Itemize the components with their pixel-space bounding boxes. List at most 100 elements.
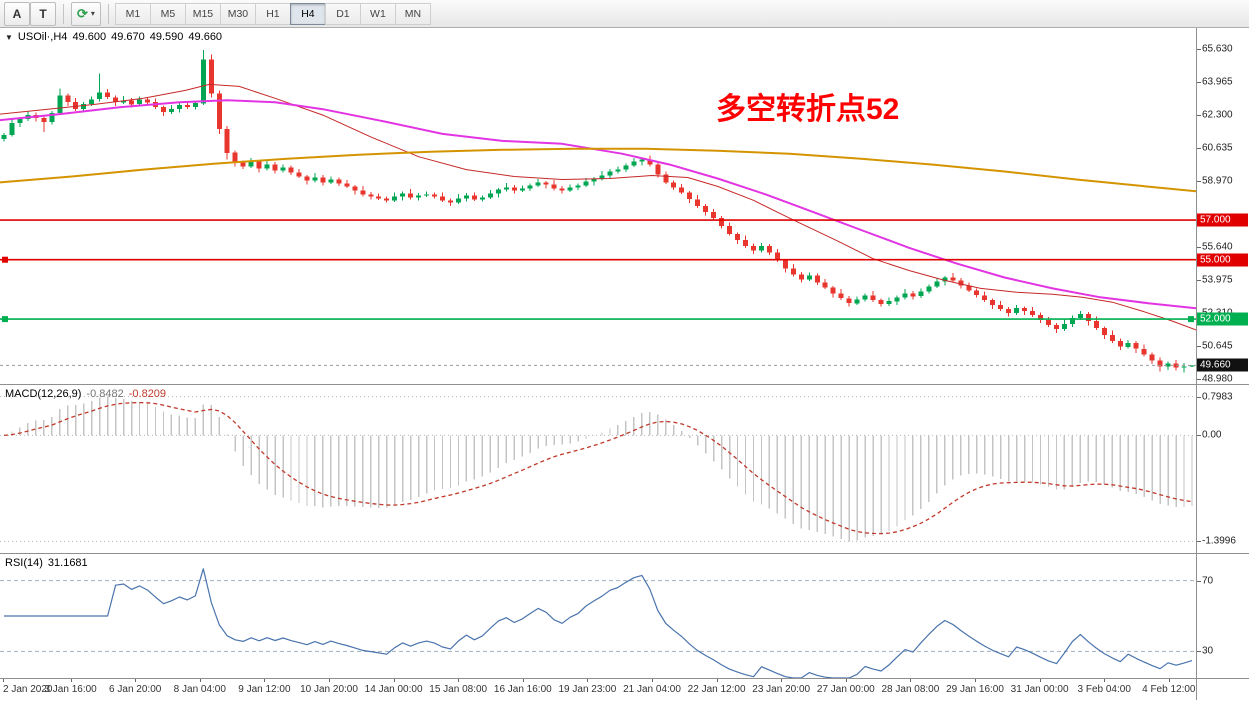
ma-fast-red[interactable] xyxy=(0,83,1197,331)
rsi-levels xyxy=(0,580,1196,652)
rsi-value: 31.1681 xyxy=(47,557,88,569)
axis-tick xyxy=(1197,580,1201,582)
time-tick xyxy=(587,679,589,682)
macd-canvas[interactable] xyxy=(0,385,1196,558)
timeframe-m1[interactable]: M1 xyxy=(114,2,151,25)
macd-label: MACD(12,26,9) xyxy=(5,388,82,400)
time-tick xyxy=(135,679,137,682)
price-badge: 57.000 xyxy=(1197,213,1248,227)
time-label: 28 Jan 08:00 xyxy=(881,684,940,695)
axis-label: 0.7983 xyxy=(1202,391,1233,403)
rsi-canvas[interactable] xyxy=(0,554,1196,683)
ma-lines-layer xyxy=(0,83,1197,331)
time-tick xyxy=(1168,679,1170,682)
time-axis[interactable]: 2 Jan 2020 3 Jan 16:00 6 Jan 20:00 8 Jan 04… xyxy=(0,679,1249,700)
time-label: 29 Jan 16:00 xyxy=(946,684,1004,695)
toolbar-button-a[interactable]: A xyxy=(4,1,30,26)
timeframe-d1[interactable]: D1 xyxy=(324,2,361,25)
axis-label: 63.965 xyxy=(1202,76,1233,88)
price-badge: 49.660 xyxy=(1197,358,1248,372)
rsi-label: RSI(14) xyxy=(5,557,43,569)
axis-tick xyxy=(1197,181,1201,183)
ohlc-low: 49.590 xyxy=(149,31,184,43)
time-label: 15 Jan 08:00 xyxy=(429,684,488,695)
macd-axis[interactable]: 0.7983 0.00 -1.3996 xyxy=(1196,385,1249,553)
axis-tick xyxy=(1197,396,1201,398)
symbol-period-label: USOil·,H4 xyxy=(17,31,68,43)
rsi-title: RSI(14) 31.1681 xyxy=(5,557,88,569)
time-label: 19 Jan 23:00 xyxy=(558,684,617,695)
axis-label: 65.630 xyxy=(1202,43,1233,55)
hline-handle[interactable] xyxy=(2,316,8,323)
chart-title: ▼ USOil·,H4 49.600 49.670 49.590 49.660 xyxy=(5,31,222,43)
macd-panel[interactable]: MACD(12,26,9) -0.8482 -0.8209 0.7983 0.00… xyxy=(0,385,1249,554)
time-tick xyxy=(329,679,330,682)
price-axis[interactable]: 65.630 63.965 62.300 60.635 58.970 55.640 53.9… xyxy=(1196,28,1249,384)
macd-grid xyxy=(0,396,1196,542)
timeframe-m15[interactable]: M15 xyxy=(184,2,221,25)
toolbar-button-t[interactable]: T xyxy=(30,1,56,26)
time-label: 23 Jan 20:00 xyxy=(752,684,811,695)
price-badge: 52.000 xyxy=(1197,312,1248,326)
timeframe-m5[interactable]: M5 xyxy=(149,2,186,25)
timeframe-h1[interactable]: H1 xyxy=(254,2,291,25)
timeframe-h4[interactable]: H4 xyxy=(289,2,326,25)
ma-mid-magenta[interactable] xyxy=(0,99,1197,310)
axis-tick xyxy=(1197,279,1201,281)
macd-main-value: -0.8482 xyxy=(86,388,124,400)
timeframe-button-group: M1 M5 M15 M30 H1 H4 D1 W1 MN xyxy=(114,2,431,25)
timeframe-mn[interactable]: MN xyxy=(394,2,431,25)
time-label: 6 Jan 20:00 xyxy=(109,684,162,695)
time-tick xyxy=(845,679,847,682)
time-tick xyxy=(3,679,4,682)
time-label: 21 Jan 04:00 xyxy=(623,684,681,695)
axis-corner xyxy=(1196,679,1249,700)
dropdown-caret-icon: ▾ xyxy=(90,9,95,18)
time-tick xyxy=(1104,679,1106,682)
axis-tick xyxy=(1197,378,1201,380)
hline-handle[interactable] xyxy=(1188,316,1194,323)
axis-label: 58.970 xyxy=(1202,175,1233,187)
axis-label: 50.645 xyxy=(1202,340,1233,352)
axis-label: 0.00 xyxy=(1202,429,1222,441)
axis-label: 53.975 xyxy=(1202,274,1233,286)
axis-label: -1.3996 xyxy=(1202,535,1236,547)
time-label: 4 Feb 12:00 xyxy=(1142,684,1196,695)
time-tick xyxy=(70,679,72,682)
timeframe-w1[interactable]: W1 xyxy=(359,2,396,25)
time-label: 3 Feb 04:00 xyxy=(1077,684,1131,695)
toolbar-separator xyxy=(107,3,109,24)
time-tick xyxy=(199,679,201,682)
axis-tick xyxy=(1197,82,1201,84)
timeframe-m30[interactable]: M30 xyxy=(219,2,256,25)
main-chart-panel[interactable]: ▼ USOil·,H4 49.600 49.670 49.590 49.660 … xyxy=(0,28,1249,385)
axis-tick xyxy=(1197,115,1201,117)
rsi-panel[interactable]: RSI(14) 31.1681 70 30 xyxy=(0,554,1249,679)
time-label: 16 Jan 16:00 xyxy=(493,684,552,695)
time-label: 22 Jan 12:00 xyxy=(687,684,746,695)
time-tick xyxy=(393,679,395,682)
macd-title: MACD(12,26,9) -0.8482 -0.8209 xyxy=(5,388,166,400)
axis-tick xyxy=(1197,148,1201,150)
rsi-axis[interactable]: 70 30 xyxy=(1196,554,1249,678)
axis-label: 70 xyxy=(1202,575,1214,587)
hline-handle[interactable] xyxy=(2,256,8,263)
time-label: 27 Jan 00:00 xyxy=(816,684,875,695)
axis-tick xyxy=(1197,345,1201,347)
candles-layer xyxy=(1,49,1195,373)
ohlc-high: 49.670 xyxy=(111,31,145,43)
time-label: 31 Jan 00:00 xyxy=(1010,684,1069,695)
time-tick xyxy=(910,679,912,682)
time-label: 9 Jan 12:00 xyxy=(238,684,291,695)
ohlc-open: 49.600 xyxy=(72,31,107,43)
chart-annotation-text[interactable]: 多空转折点52 xyxy=(716,93,900,126)
time-tick xyxy=(522,679,524,682)
ma-slow-orange[interactable] xyxy=(0,147,1197,193)
chart-tools-dropdown[interactable]: ⟳ ▾ xyxy=(71,1,101,26)
macd-signal-line xyxy=(3,401,1193,535)
time-tick xyxy=(781,679,783,682)
main-chart-canvas[interactable] xyxy=(0,28,1197,389)
macd-histogram xyxy=(11,396,1193,542)
